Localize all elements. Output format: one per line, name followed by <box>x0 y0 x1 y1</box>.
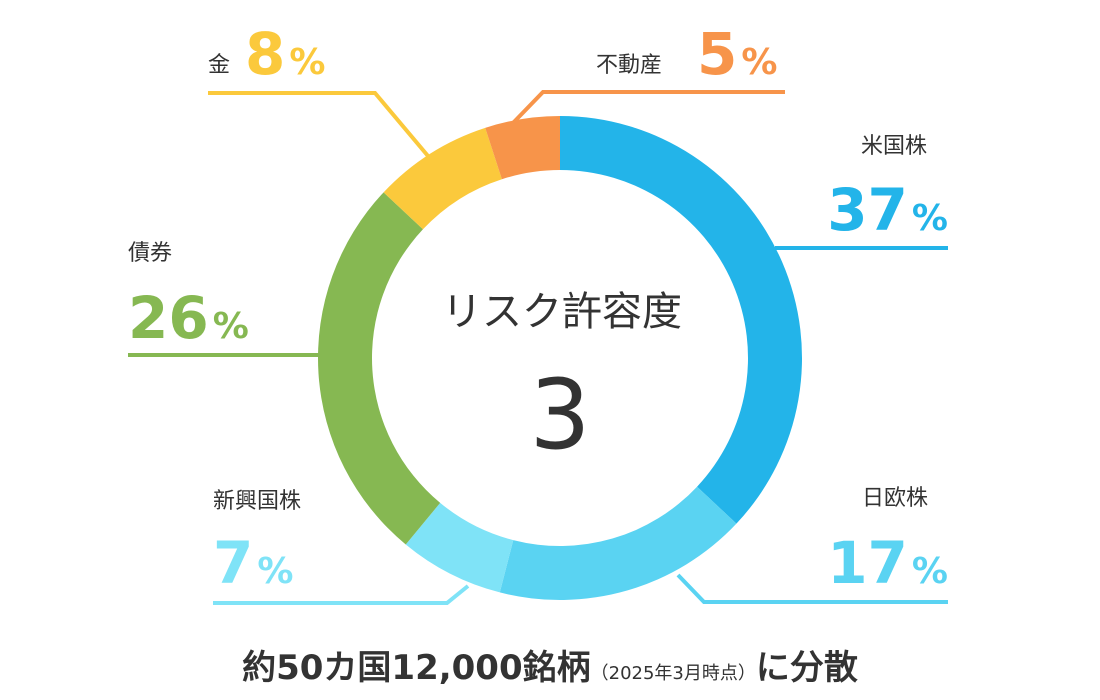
label-us-stocks-value: 37% <box>827 176 948 244</box>
center-level-value: 3 <box>529 359 590 471</box>
value-gold: 8 <box>245 20 285 88</box>
leader-line-real-estate <box>510 90 785 126</box>
center-title: リスク許容度 <box>442 289 682 335</box>
label-us-stocks-name: 米国株 <box>861 134 927 159</box>
footer-caption: 約50カ国12,000銘柄（2025年3月時点）に分散 <box>0 640 1100 689</box>
label-realestate-name: 不動産 <box>596 53 662 78</box>
leader-line-jp-eu <box>676 573 948 604</box>
slice-gold <box>383 127 502 230</box>
percent-emerging: % <box>257 551 293 592</box>
percent-bonds: % <box>213 306 249 347</box>
percent-gold: % <box>289 42 325 83</box>
label-jp-eu-name: 日欧株 <box>862 486 928 511</box>
label-gold-name: 金 <box>208 53 230 78</box>
footer-suffix: に分散 <box>755 648 858 688</box>
leader-line-gold <box>208 91 430 158</box>
footer-main: 約50カ国12,000銘柄 <box>242 648 591 688</box>
value-emerging: 7 <box>213 529 253 597</box>
percent-jp-eu: % <box>912 551 948 592</box>
leader-lines <box>128 90 948 605</box>
slice-us-stocks <box>560 116 802 524</box>
label-emerging-name: 新興国株 <box>213 489 301 514</box>
label-realestate-value: 5% <box>697 20 777 88</box>
label-bonds-value: 26% <box>128 284 249 352</box>
footer-note: （2025年3月時点） <box>590 663 756 684</box>
donut-slices <box>317 116 802 600</box>
leader-line-emerging <box>213 584 470 605</box>
slice-real-estate <box>485 116 560 180</box>
value-us-stocks: 37 <box>827 176 908 244</box>
slice-jp-eu-stocks <box>499 486 737 600</box>
value-jp-eu: 17 <box>827 529 908 597</box>
label-emerging-value: 7% <box>213 529 293 597</box>
label-jp-eu-value: 17% <box>827 529 948 597</box>
percent-realestate: % <box>741 42 777 83</box>
value-bonds: 26 <box>128 284 209 352</box>
label-bonds-name: 債券 <box>128 241 172 266</box>
value-realestate: 5 <box>697 20 737 88</box>
percent-us-stocks: % <box>912 198 948 239</box>
label-gold-value: 8% <box>245 20 325 88</box>
slice-emerging-stocks <box>405 502 514 593</box>
slice-bonds <box>317 192 441 545</box>
